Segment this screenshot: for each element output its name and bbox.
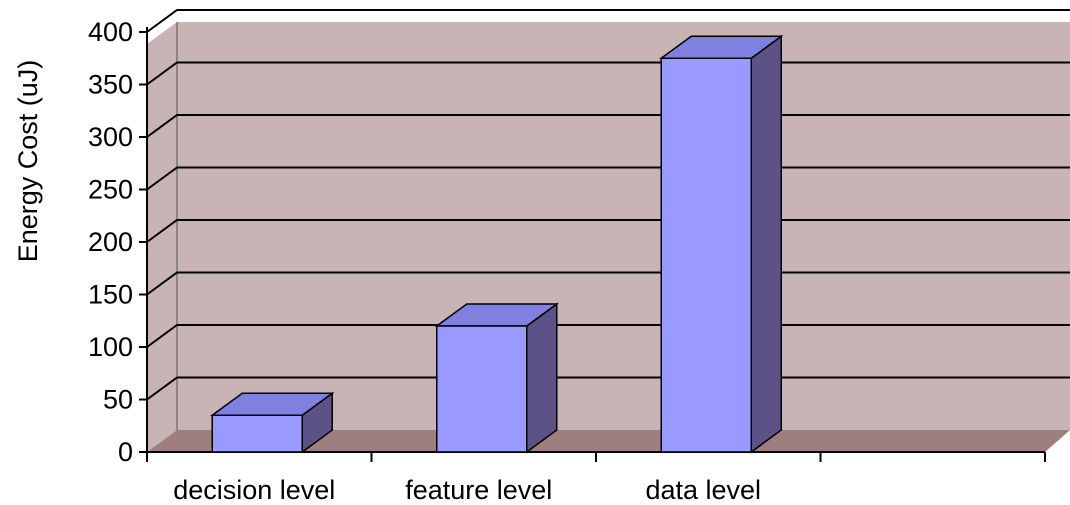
y-tick-label: 350 (88, 70, 133, 100)
back-wall (177, 22, 1070, 430)
y-axis-title: Energy Cost (uJ) (13, 60, 43, 263)
bar-side (750, 34, 782, 454)
y-tick-label: 0 (118, 437, 133, 467)
floor (147, 430, 1070, 452)
y-tick-label: 200 (88, 227, 133, 257)
y-tick-label: 300 (88, 122, 133, 152)
bar-side (526, 302, 558, 454)
bar-front (211, 414, 303, 453)
x-category-label: feature level (405, 475, 552, 505)
gridline (146, 9, 1070, 33)
y-tick-label: 100 (88, 332, 133, 362)
chart-back-wall (147, 22, 1070, 452)
bar (434, 302, 560, 454)
bar-front (660, 57, 752, 453)
y-tick-label: 50 (103, 385, 133, 415)
bar-front (436, 325, 528, 453)
bars (209, 34, 784, 454)
x-category-label: decision level (173, 475, 335, 505)
bar (209, 391, 335, 454)
y-tick-labels: 0 50 100 150 200 250 300 350 400 (88, 17, 147, 467)
side-wall (147, 22, 177, 452)
y-tick-label: 400 (88, 17, 133, 47)
y-tick-label: 250 (88, 175, 133, 205)
bar (658, 34, 784, 454)
y-tick-label: 150 (88, 280, 133, 310)
x-category-label: data level (645, 475, 761, 505)
x-category-labels: decision level feature level data level (173, 475, 761, 505)
